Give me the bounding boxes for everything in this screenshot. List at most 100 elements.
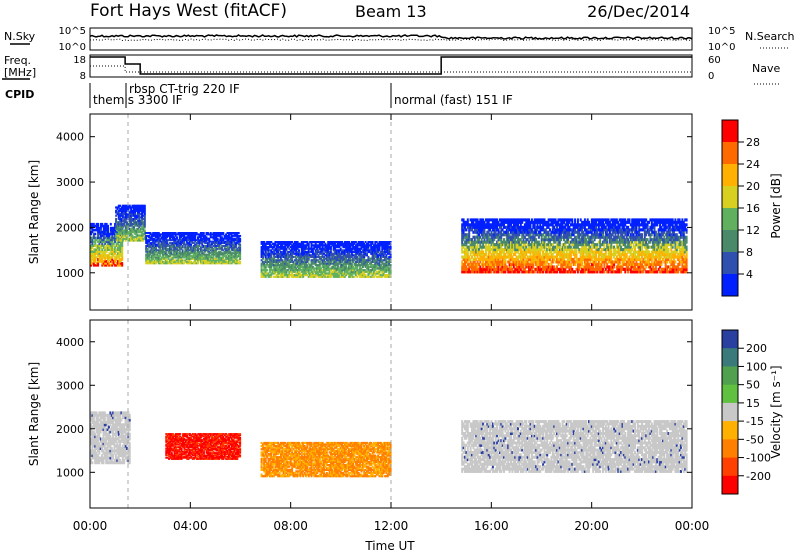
data-cell — [354, 274, 357, 277]
data-cell — [152, 262, 155, 265]
data-cell — [528, 255, 531, 259]
data-cell — [139, 213, 142, 216]
data-cell — [159, 245, 162, 247]
data-cell — [121, 231, 124, 234]
data-cell — [553, 250, 556, 254]
data-cell — [374, 255, 377, 259]
data-cell — [268, 254, 271, 257]
data-cell — [487, 245, 490, 249]
data-cell — [521, 233, 524, 237]
data-cell — [270, 255, 273, 259]
data-cell — [131, 209, 134, 212]
data-cell — [138, 214, 141, 217]
data-cell — [121, 244, 124, 247]
data-cell — [107, 236, 109, 240]
data-cell — [514, 257, 517, 261]
data-cell — [519, 243, 522, 247]
data-cell — [375, 264, 378, 267]
data-cell — [263, 249, 266, 252]
data-cell — [114, 228, 117, 232]
data-cell — [267, 241, 270, 244]
data-cell — [508, 255, 511, 259]
data-cell — [374, 267, 377, 270]
data-cell — [471, 223, 473, 227]
data-cell — [145, 242, 148, 245]
data-cell — [229, 239, 232, 242]
data-cell — [373, 252, 375, 255]
data-cell — [504, 233, 507, 237]
data-cell — [535, 260, 538, 264]
data-cell — [483, 225, 486, 229]
data-cell — [313, 275, 316, 278]
data-cell — [487, 255, 490, 259]
data-cell — [102, 252, 105, 255]
data-cell — [371, 267, 374, 270]
data-cell — [195, 239, 198, 242]
data-cell — [487, 228, 490, 232]
data-cell — [277, 259, 280, 262]
data-cell — [503, 255, 505, 259]
data-cell — [546, 230, 549, 234]
data-cell — [375, 250, 378, 254]
data-cell — [487, 270, 490, 274]
data-cell — [204, 250, 207, 253]
data-cell — [289, 274, 292, 277]
data-cell — [486, 265, 489, 269]
data-cell — [345, 257, 348, 260]
data-cell — [551, 265, 554, 269]
data-cell — [345, 247, 348, 250]
data-cell — [107, 230, 109, 234]
data-cell — [515, 220, 518, 224]
data-cell — [233, 240, 236, 243]
data-cell — [507, 260, 510, 264]
data-cell — [480, 248, 483, 252]
data-cell — [226, 247, 229, 250]
data-cell — [352, 272, 355, 275]
data-cell — [345, 272, 348, 275]
data-cell — [157, 249, 160, 252]
data-cell — [532, 270, 535, 274]
data-cell — [553, 265, 556, 269]
data-cell — [152, 255, 155, 258]
data-cell — [284, 244, 287, 247]
data-cell — [128, 211, 131, 214]
data-cell — [530, 248, 533, 252]
data-cell — [323, 270, 325, 273]
data-cell — [97, 254, 100, 257]
data-cell — [293, 249, 296, 252]
data-cell — [94, 240, 97, 244]
data-cell — [377, 255, 380, 259]
data-cell — [198, 259, 201, 262]
data-cell — [468, 240, 471, 244]
data-cell — [108, 240, 111, 244]
data-cell — [466, 218, 469, 222]
data-cell — [529, 267, 532, 271]
data-cell — [159, 262, 162, 265]
data-cell — [99, 260, 102, 263]
data-cell — [209, 243, 212, 246]
data-cell — [118, 264, 121, 267]
data-cell — [546, 255, 549, 259]
data-cell — [346, 246, 349, 249]
data-cell — [164, 259, 167, 262]
data-cell — [162, 250, 164, 253]
power-data — [90, 204, 688, 278]
data-cell — [321, 259, 324, 262]
data-cell — [361, 260, 364, 263]
data-cell — [285, 259, 288, 262]
data-cell — [461, 248, 464, 252]
data-cell — [138, 229, 141, 232]
data-cell — [346, 260, 349, 263]
data-cell — [519, 267, 522, 271]
data-cell — [90, 244, 92, 247]
data-cell — [170, 249, 173, 252]
data-cell — [187, 262, 190, 265]
data-cell — [268, 241, 271, 244]
data-cell — [348, 274, 350, 277]
data-cell — [472, 218, 475, 222]
data-cell — [111, 230, 114, 234]
data-cell — [169, 262, 171, 265]
data-cell — [220, 239, 223, 242]
data-cell — [90, 236, 92, 240]
data-cell — [529, 220, 532, 224]
